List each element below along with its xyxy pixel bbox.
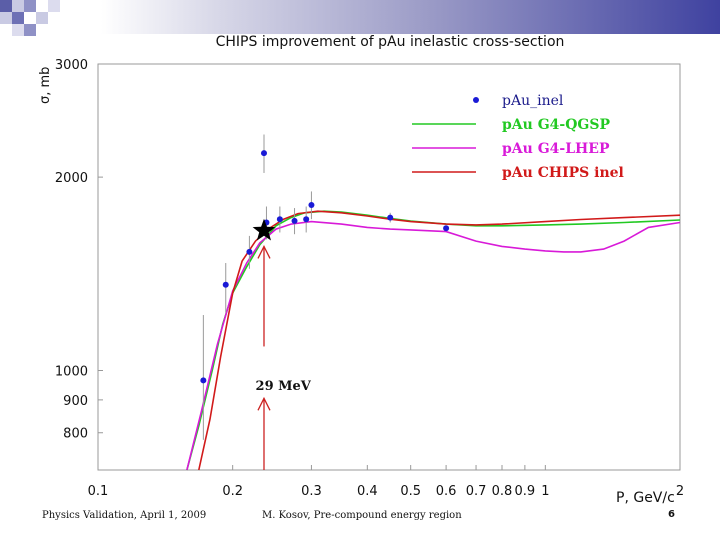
x-tick-label: 1: [541, 484, 549, 499]
x-tick-label: 0.2: [222, 484, 243, 499]
y-tick-label: 1000: [55, 364, 88, 379]
data-point: [291, 217, 298, 224]
legend-label: pAu CHIPS inel: [502, 165, 624, 181]
x-axis-label: P, GeV/c: [616, 490, 675, 506]
x-tick-label: 2: [676, 484, 684, 499]
legend-marker: [473, 97, 479, 103]
legend-label: pAu G4-LHEP: [502, 141, 610, 157]
header-square-6: [36, 12, 48, 24]
x-tick-label: 0.9: [515, 484, 536, 499]
header-square-3: [24, 0, 36, 12]
header-square-2: [12, 0, 24, 12]
data-point: [308, 201, 315, 208]
annotation-arrow-head: [257, 396, 271, 411]
header-square-9: [48, 0, 60, 12]
x-tick-label: 0.4: [357, 484, 378, 499]
star-marker: [252, 218, 276, 241]
header-square-7: [12, 24, 24, 36]
y-tick-label: 3000: [55, 58, 88, 73]
data-point: [276, 216, 283, 223]
x-tick-label: 0.1: [88, 484, 109, 499]
header-gradient-bar: [0, 0, 720, 34]
chart-title: CHIPS improvement of pAu inelastic cross…: [215, 34, 565, 50]
series-line-pau-g4-qgsp: [186, 210, 681, 471]
legend-label: pAu_inel: [502, 93, 564, 109]
data-point: [222, 281, 229, 288]
footer-center-text: M. Kosov, Pre-compound energy region: [262, 510, 462, 521]
data-point: [246, 248, 253, 255]
footer-left-text: Physics Validation, April 1, 2009: [42, 510, 207, 521]
x-tick-label: 0.8: [492, 484, 513, 499]
y-tick-label: 900: [63, 394, 88, 409]
legend-label: pAu G4-QGSP: [502, 117, 610, 133]
x-tick-label: 0.3: [301, 484, 322, 499]
data-point: [200, 377, 207, 384]
x-tick-label: 0.6: [436, 484, 457, 499]
data-point: [387, 214, 394, 221]
series-line-pau-g4-lhep: [186, 220, 681, 471]
header-square-4: [0, 12, 12, 24]
y-tick-label: 2000: [55, 171, 88, 186]
data-point: [443, 225, 450, 232]
header-square-1: [0, 0, 12, 12]
page-number: 6: [668, 509, 675, 520]
data-point: [260, 150, 267, 157]
series-line-pau-chips-inel: [198, 210, 681, 471]
x-tick-label: 0.7: [466, 484, 487, 499]
y-tick-label: 800: [63, 427, 88, 442]
plot-frame: [97, 63, 681, 471]
data-point: [303, 216, 310, 223]
annotation-arrow-head: [257, 244, 271, 259]
x-tick-label: 0.5: [400, 484, 421, 499]
header-square-5: [12, 12, 24, 24]
annotation-label: 29 MeV: [256, 379, 312, 394]
header-square-8: [24, 24, 36, 36]
